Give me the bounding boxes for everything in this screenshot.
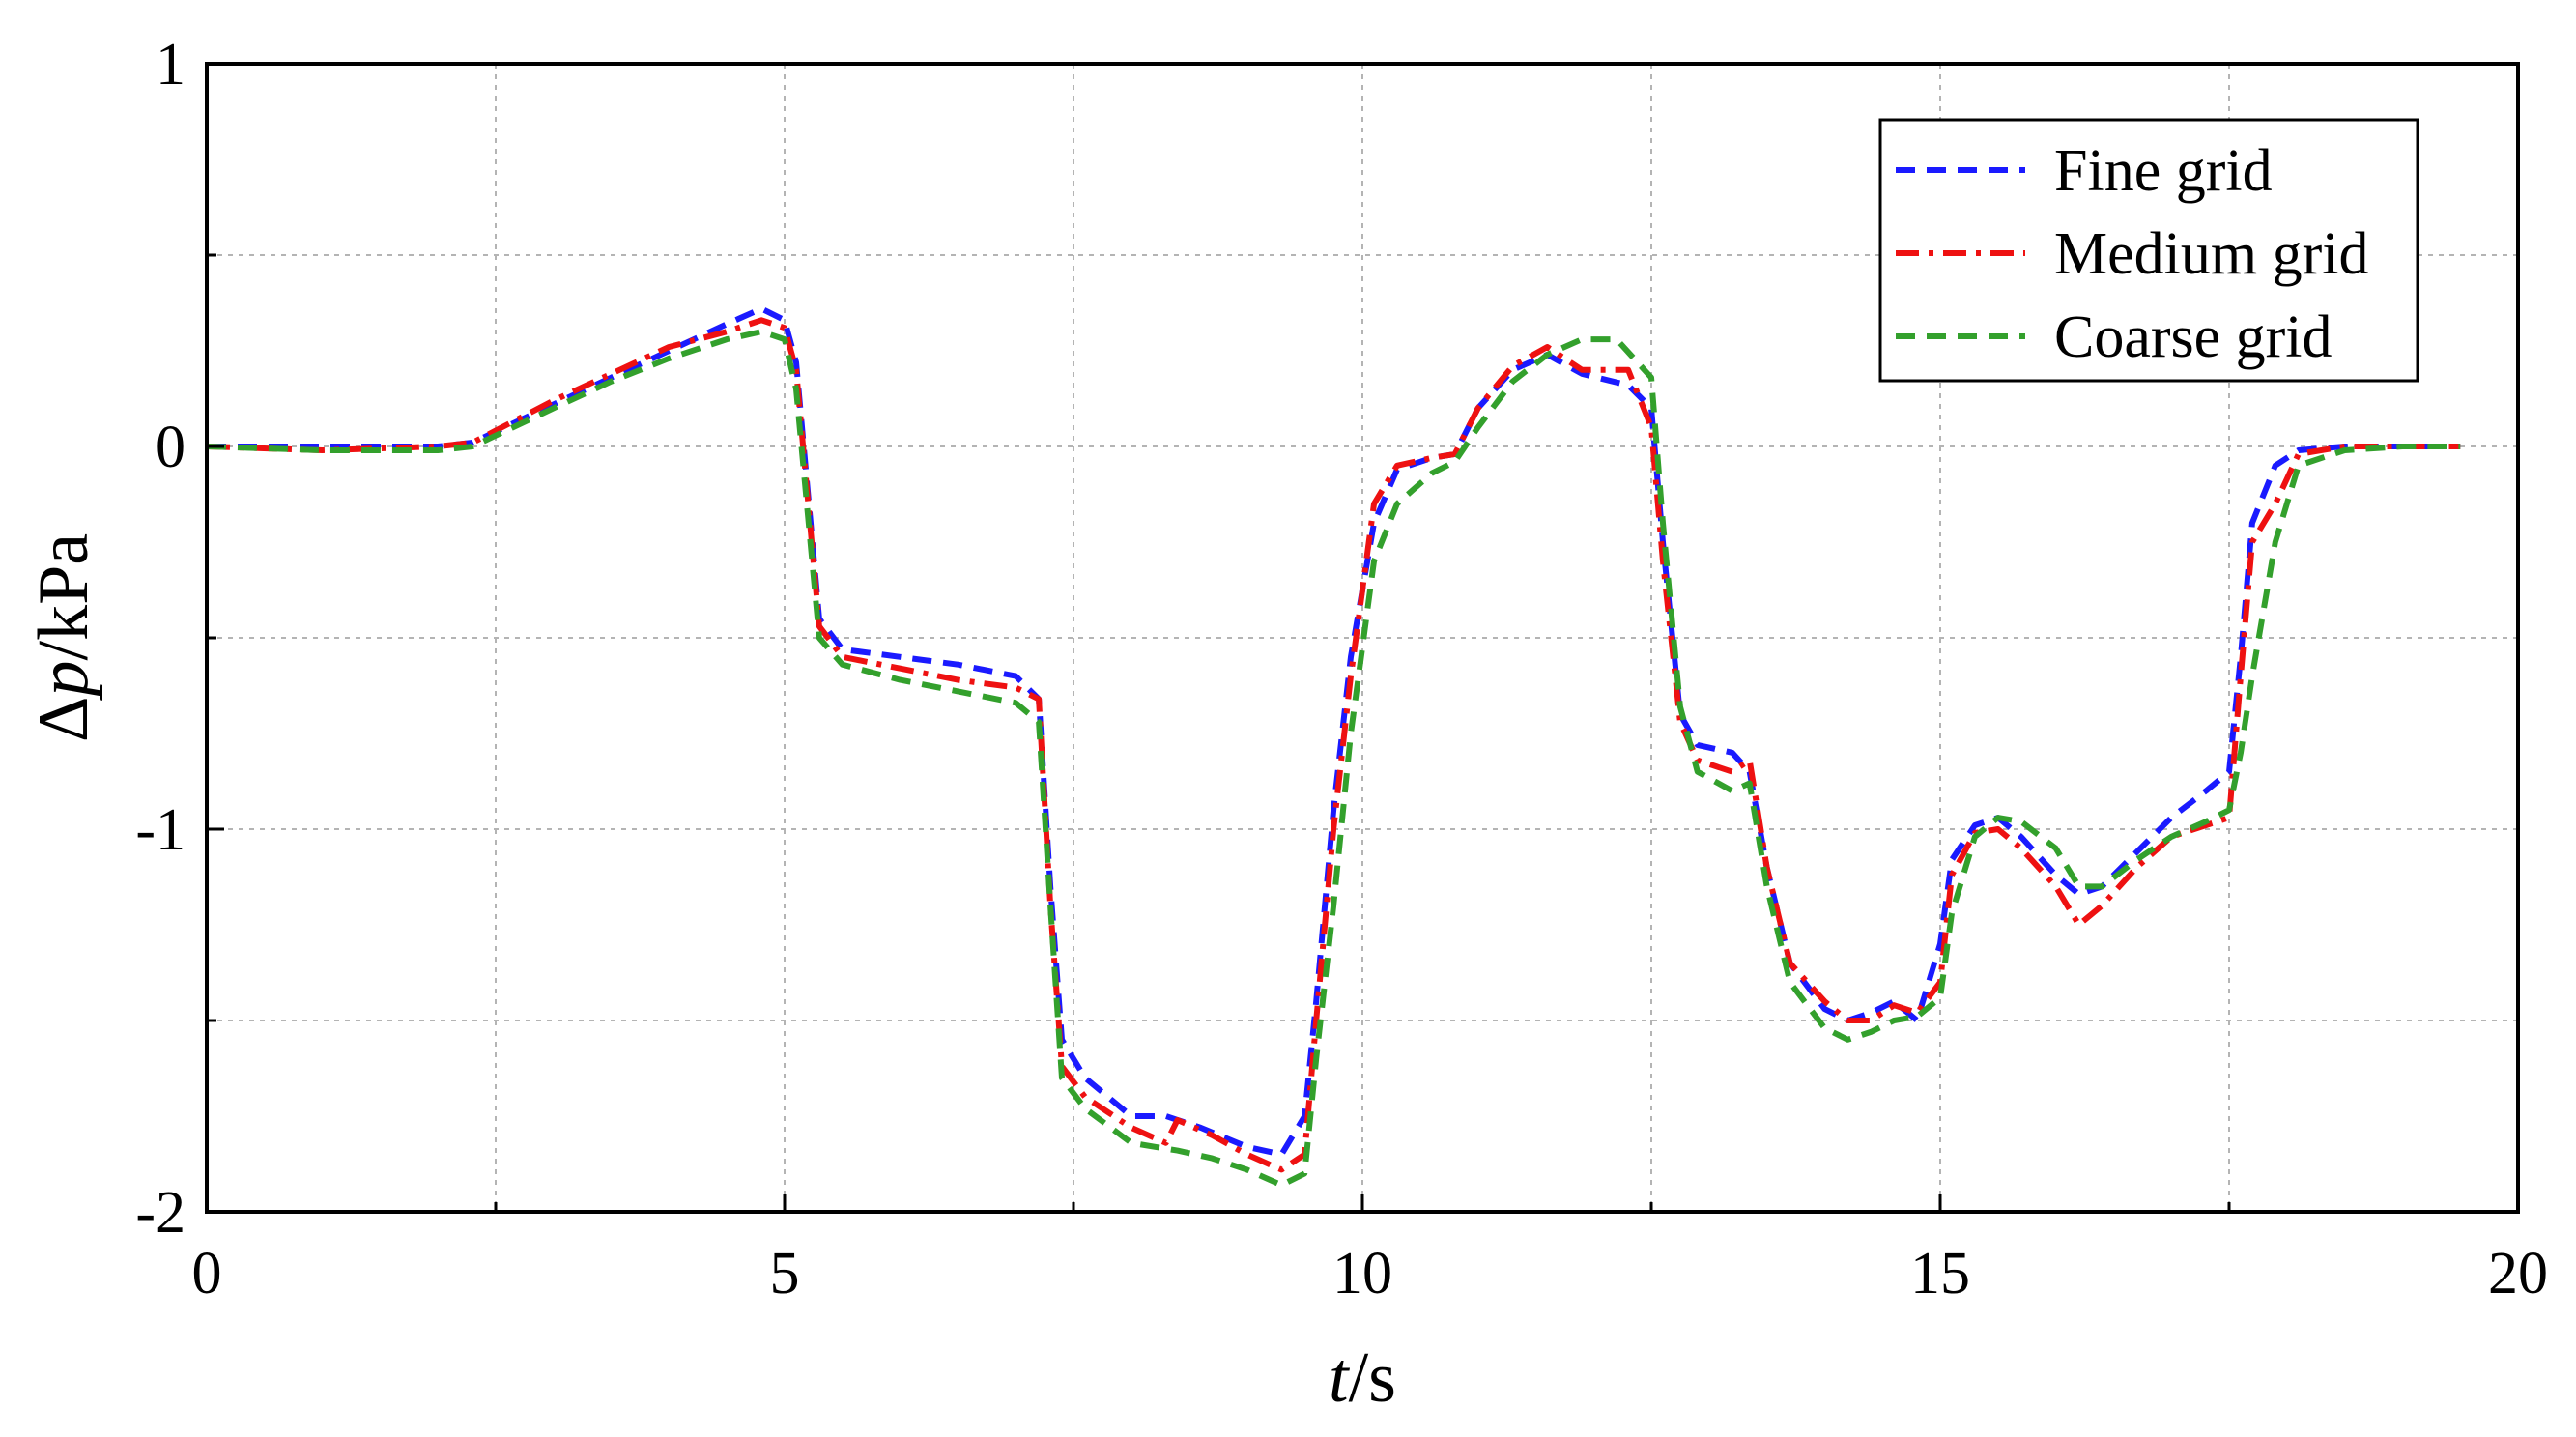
x-tick-label: 10	[1332, 1241, 1392, 1307]
y-tick-label: 0	[156, 415, 186, 480]
legend-label-1: Fine grid	[2054, 138, 2273, 204]
axis-ticks: 0 5 10 15 20 -2 -1 0 1	[135, 32, 2548, 1307]
y-axis-label-unit: /kPa	[24, 533, 103, 661]
y-axis-label-var: p	[24, 660, 103, 701]
x-axis-label: t/s	[1329, 1338, 1396, 1418]
x-axis-label-var: t	[1329, 1338, 1351, 1418]
y-tick-label: -1	[135, 797, 186, 863]
legend: Fine grid Medium grid Coarse grid	[1878, 118, 2419, 383]
y-tick-label: -2	[135, 1180, 186, 1246]
series-line-3	[206, 329, 2461, 1189]
x-tick-label: 0	[192, 1241, 222, 1307]
x-axis-label-unit: /s	[1349, 1338, 1396, 1418]
y-tick-label: 1	[156, 32, 186, 98]
legend-label-3: Coarse grid	[2054, 304, 2333, 370]
y-axis-label: Δp/kPa	[24, 533, 103, 742]
series-layer	[206, 305, 2461, 1189]
y-axis-label-prefix: Δ	[24, 696, 103, 742]
x-tick-label: 5	[770, 1241, 800, 1307]
legend-label-2: Medium grid	[2054, 221, 2368, 287]
x-tick-label: 15	[1910, 1241, 1970, 1307]
series-line-1	[207, 305, 2461, 1158]
x-tick-label: 20	[2488, 1241, 2548, 1307]
series-line-2	[206, 317, 2461, 1173]
